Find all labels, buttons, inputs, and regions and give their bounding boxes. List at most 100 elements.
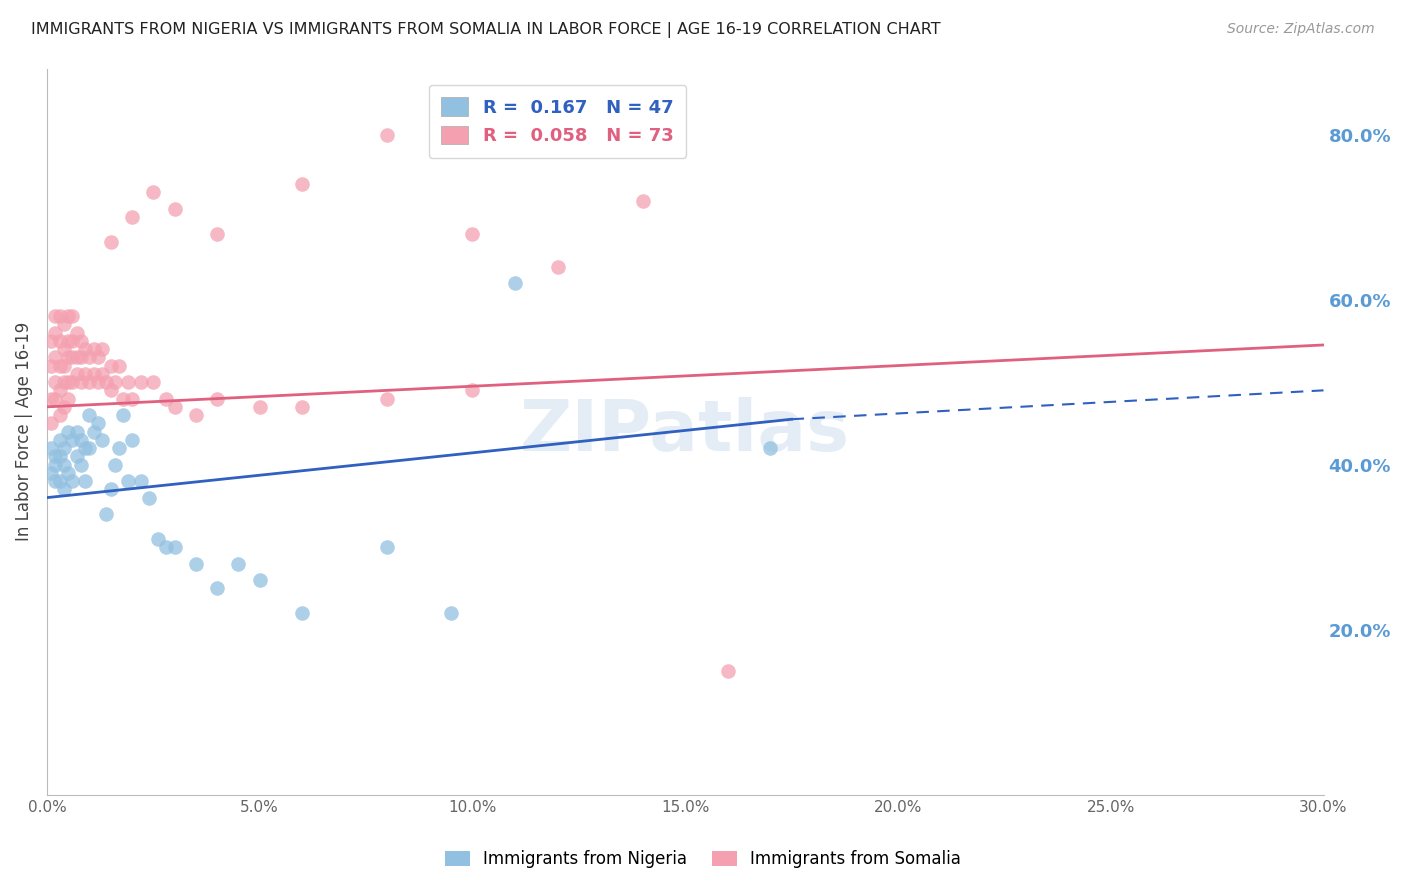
Point: [70, 334, 93, 348]
Point: [759, 441, 782, 455]
Point: [70, 433, 93, 447]
Point: [100, 235, 122, 249]
Point: [121, 392, 143, 406]
Point: [91, 367, 114, 381]
Point: [375, 128, 398, 142]
Point: [96, 507, 118, 521]
Point: [52, 375, 75, 389]
Point: [75, 367, 97, 381]
Point: [631, 194, 654, 208]
Legend: R =  0.167   N = 47, R =  0.058   N = 73: R = 0.167 N = 47, R = 0.058 N = 73: [429, 85, 686, 158]
Point: [121, 210, 143, 224]
Point: [117, 375, 139, 389]
Point: [163, 400, 186, 414]
Point: [48, 450, 70, 464]
Point: [146, 532, 169, 546]
Point: [48, 359, 70, 373]
Point: [44, 326, 66, 340]
Point: [228, 557, 250, 571]
Point: [249, 573, 271, 587]
Point: [75, 474, 97, 488]
Point: [100, 359, 122, 373]
Point: [62, 334, 84, 348]
Point: [52, 359, 75, 373]
Point: [44, 474, 66, 488]
Point: [129, 474, 152, 488]
Point: [249, 400, 271, 414]
Point: [70, 351, 93, 365]
Point: [56, 351, 79, 365]
Point: [121, 433, 143, 447]
Point: [87, 351, 110, 365]
Point: [112, 392, 135, 406]
Legend: Immigrants from Nigeria, Immigrants from Somalia: Immigrants from Nigeria, Immigrants from…: [439, 844, 967, 875]
Point: [83, 342, 105, 356]
Point: [52, 441, 75, 455]
Point: [79, 408, 101, 422]
Point: [205, 582, 228, 596]
Point: [44, 450, 66, 464]
Point: [547, 260, 569, 274]
Point: [138, 491, 160, 505]
Point: [70, 375, 93, 389]
Point: [62, 433, 84, 447]
Point: [44, 309, 66, 323]
Point: [44, 392, 66, 406]
Point: [56, 334, 79, 348]
Point: [104, 458, 127, 472]
Point: [461, 384, 484, 398]
Point: [503, 276, 526, 290]
Point: [87, 375, 110, 389]
Point: [79, 351, 101, 365]
Point: [91, 433, 114, 447]
Point: [291, 606, 314, 620]
Point: [48, 433, 70, 447]
Point: [87, 417, 110, 431]
Point: [129, 375, 152, 389]
Point: [142, 186, 165, 200]
Point: [52, 483, 75, 497]
Point: [66, 351, 89, 365]
Point: [117, 474, 139, 488]
Point: [62, 375, 84, 389]
Text: Source: ZipAtlas.com: Source: ZipAtlas.com: [1227, 22, 1375, 37]
Point: [39, 441, 62, 455]
Text: IMMIGRANTS FROM NIGERIA VS IMMIGRANTS FROM SOMALIA IN LABOR FORCE | AGE 16-19 CO: IMMIGRANTS FROM NIGERIA VS IMMIGRANTS FR…: [31, 22, 941, 38]
Y-axis label: In Labor Force | Age 16-19: In Labor Force | Age 16-19: [15, 322, 32, 541]
Point: [155, 540, 177, 554]
Point: [205, 227, 228, 241]
Point: [56, 392, 79, 406]
Point: [44, 375, 66, 389]
Point: [91, 342, 114, 356]
Point: [104, 375, 127, 389]
Point: [440, 606, 463, 620]
Point: [83, 367, 105, 381]
Point: [155, 392, 177, 406]
Point: [375, 392, 398, 406]
Point: [184, 408, 207, 422]
Point: [291, 400, 314, 414]
Point: [375, 540, 398, 554]
Point: [66, 450, 89, 464]
Point: [48, 474, 70, 488]
Point: [108, 441, 131, 455]
Point: [48, 408, 70, 422]
Point: [39, 392, 62, 406]
Point: [66, 367, 89, 381]
Point: [62, 309, 84, 323]
Point: [48, 334, 70, 348]
Point: [108, 359, 131, 373]
Point: [717, 664, 740, 678]
Point: [66, 425, 89, 439]
Point: [184, 557, 207, 571]
Point: [75, 441, 97, 455]
Point: [62, 351, 84, 365]
Point: [52, 458, 75, 472]
Point: [100, 384, 122, 398]
Point: [39, 334, 62, 348]
Point: [142, 375, 165, 389]
Point: [56, 375, 79, 389]
Point: [70, 458, 93, 472]
Point: [79, 375, 101, 389]
Point: [56, 309, 79, 323]
